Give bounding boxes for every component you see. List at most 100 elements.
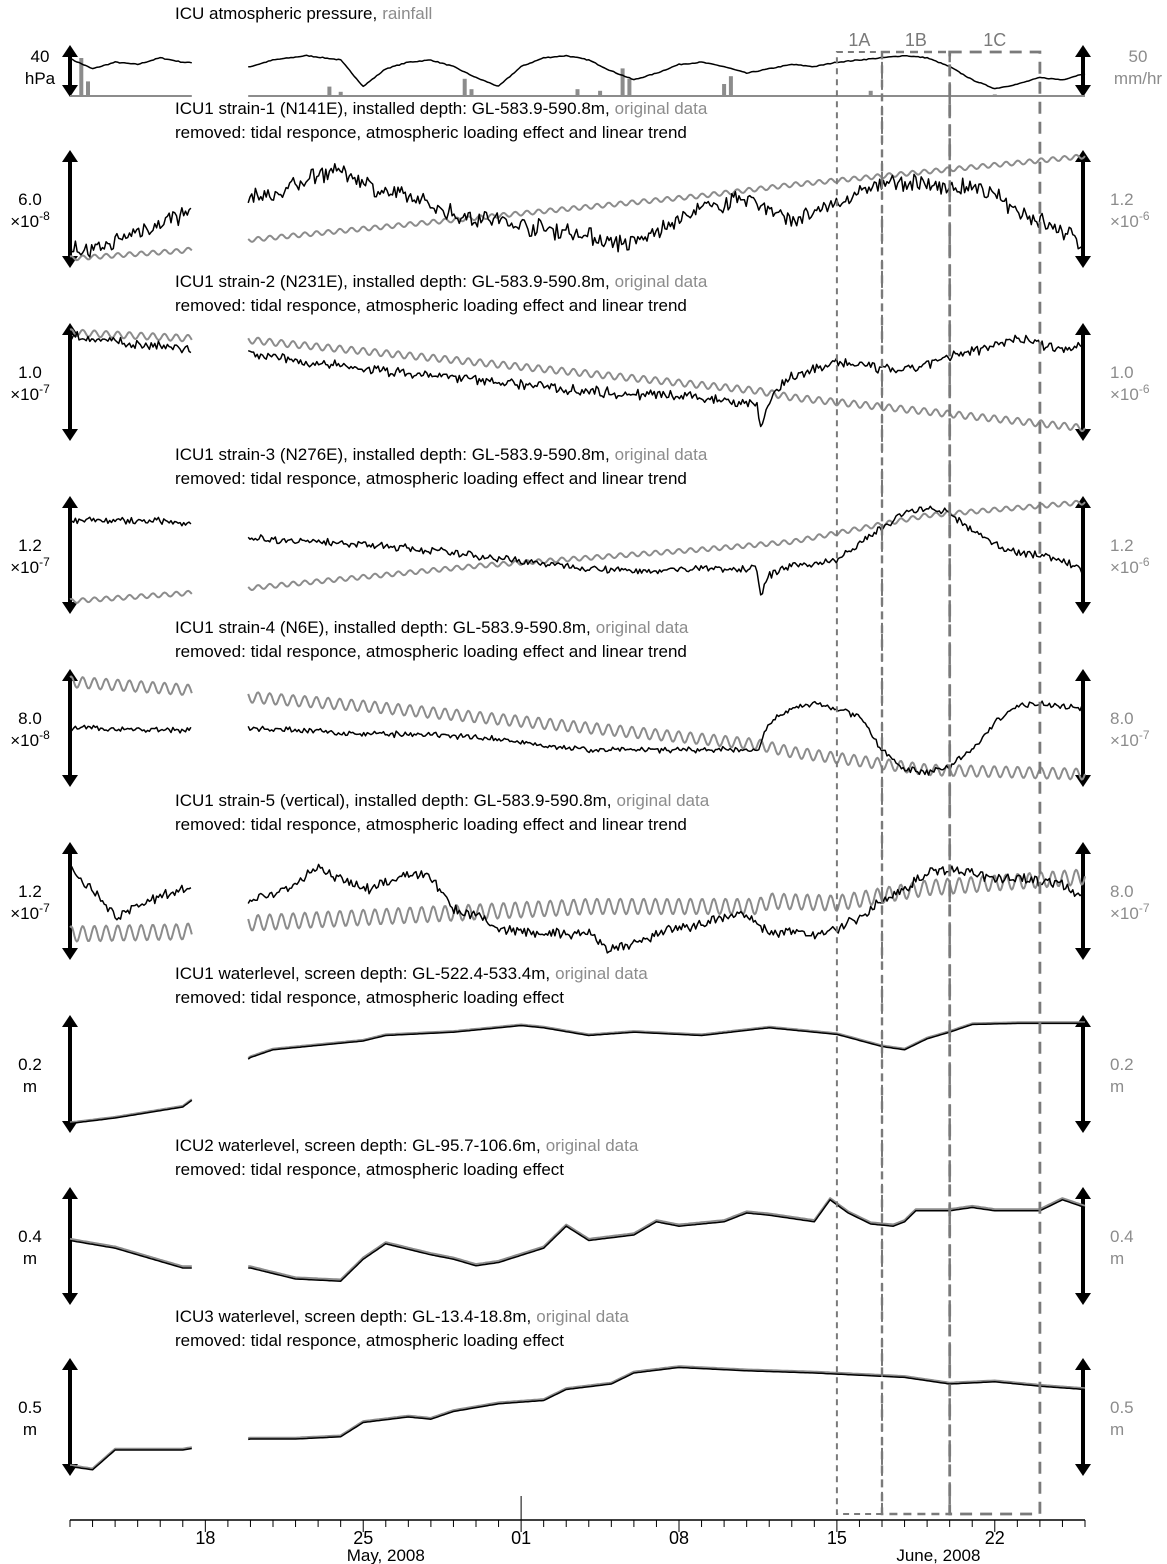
- scale-value-right: 1.2: [1110, 536, 1134, 555]
- month-label-june: June, 2008: [896, 1546, 980, 1564]
- scale-unit-left: hPa: [25, 69, 56, 88]
- scale-arrow-right: [1075, 1015, 1091, 1133]
- scale-arrow-right: [1075, 1187, 1091, 1305]
- panel-strain-2: ICU1 strain-2 (N231E), installed depth: …: [175, 272, 708, 291]
- panel-title-original: original data: [596, 618, 689, 637]
- series-line-original: [248, 1197, 1086, 1281]
- scale-unit-left: m: [23, 1077, 37, 1096]
- window-box-1B: [880, 50, 951, 1516]
- scale-multiplier: ×10: [1110, 904, 1139, 923]
- series-line-processed: [248, 1199, 1086, 1282]
- scale-arrow-right-head-top: [1075, 842, 1091, 854]
- scale-exponent: -7: [39, 382, 50, 396]
- scale-arrow-left-head-bottom: [62, 429, 78, 441]
- panel-title-main: ICU1 strain-3 (N276E), installed depth: …: [175, 445, 610, 464]
- panel-title-main: ICU1 strain-5 (vertical), installed dept…: [175, 791, 612, 810]
- scale-exponent: -7: [39, 901, 50, 915]
- panel-title-main: ICU1 strain-2 (N231E), installed depth: …: [175, 272, 610, 291]
- scale-arrow-right: [1075, 496, 1091, 614]
- scale-arrow-right-head-top: [1075, 150, 1091, 162]
- scale-arrow-left: [62, 842, 78, 960]
- scale-value-left: 1.2: [18, 882, 42, 901]
- panel-subtitle: removed: tidal responce, atmospheric loa…: [175, 642, 687, 661]
- scale-arrow-left-head-top: [62, 842, 78, 854]
- scale-unit-right: m: [1110, 1420, 1124, 1439]
- scale-arrow-right-head-bottom: [1075, 256, 1091, 268]
- series-line-processed: [247, 163, 1085, 254]
- panel-icu1-waterlevel: ICU1 waterlevel, screen depth: GL-522.4-…: [175, 964, 648, 983]
- scale-multiplier: ×10: [10, 212, 39, 231]
- series-line-original: [69, 246, 193, 262]
- scale-arrow-right-head-top: [1075, 669, 1091, 681]
- scale-arrow-left-head-top: [62, 1187, 78, 1199]
- panel-strain-3: ICU1 strain-3 (N276E), installed depth: …: [175, 445, 708, 464]
- series-line-processed: [69, 56, 192, 70]
- scale-value-right: 8.0: [1110, 882, 1134, 901]
- series-line-processed: [248, 1366, 1086, 1441]
- scale-exponent: -8: [39, 728, 50, 742]
- panel-strain-4: ICU1 strain-4 (N6E), installed depth: GL…: [175, 618, 689, 637]
- scale-unit-right: ×10-7: [1110, 901, 1150, 923]
- x-tick-label: 22: [985, 1528, 1005, 1548]
- scale-arrow-right-head-bottom: [1075, 1121, 1091, 1133]
- scale-multiplier: ×10: [10, 731, 39, 750]
- x-tick-label: 15: [827, 1528, 847, 1548]
- scale-value-right: 50: [1129, 47, 1148, 66]
- series-line-original: [69, 1098, 193, 1124]
- scale-arrow-right: [1075, 669, 1091, 787]
- scale-arrow-right: [1075, 323, 1091, 441]
- x-tick-label: 01: [511, 1528, 531, 1548]
- panel-title: ICU1 strain-5 (vertical), installed dept…: [175, 791, 710, 810]
- panel-title-original: original data: [615, 272, 708, 291]
- scale-arrow-left-head-bottom: [62, 1293, 78, 1305]
- series-line-processed: [69, 1239, 192, 1269]
- scale-arrow-right: [1075, 1358, 1091, 1476]
- panel-title-original: original data: [615, 445, 708, 464]
- scale-arrow-right-head-top: [1075, 1358, 1091, 1370]
- scale-arrow-right-head-bottom: [1075, 429, 1091, 441]
- series-line-processed: [69, 866, 192, 921]
- series-line-processed: [69, 207, 192, 258]
- panel-title-original: original data: [536, 1307, 629, 1326]
- scale-arrow-right-head-bottom: [1075, 602, 1091, 614]
- panel-subtitle: removed: tidal responce, atmospheric loa…: [175, 815, 687, 834]
- scale-exponent: -8: [39, 209, 50, 223]
- panel-title-original: rainfall: [382, 4, 432, 23]
- rain-bar: [575, 89, 580, 97]
- x-tick-label: 08: [669, 1528, 689, 1548]
- scale-multiplier: ×10: [10, 904, 39, 923]
- scale-arrow-left-head-bottom: [62, 948, 78, 960]
- scale-arrow-right-head-bottom: [1075, 1293, 1091, 1305]
- panel-subtitle: removed: tidal responce, atmospheric loa…: [175, 123, 687, 142]
- scale-value-right: 0.2: [1110, 1055, 1134, 1074]
- series-line-original: [247, 868, 1086, 932]
- series-line-processed: [247, 863, 1085, 954]
- panel-title-main: ICU atmospheric pressure,: [175, 4, 377, 23]
- scale-arrow-right-head-top: [1075, 496, 1091, 508]
- scale-arrow-right: [1075, 150, 1091, 268]
- panel-title-main: ICU1 strain-4 (N6E), installed depth: GL…: [175, 618, 591, 637]
- scale-multiplier: ×10: [10, 385, 39, 404]
- series-line-processed: [69, 330, 192, 354]
- rain-bar: [469, 89, 474, 97]
- rain-bar: [868, 90, 873, 97]
- scale-multiplier: ×10: [1110, 731, 1139, 750]
- scale-value-left: 0.5: [18, 1398, 42, 1417]
- scale-arrow-left-head-bottom: [62, 775, 78, 787]
- series-line-original: [247, 153, 1086, 243]
- scale-arrow-left: [62, 1015, 78, 1133]
- scale-value-left: 0.4: [18, 1227, 42, 1246]
- scale-arrow-right-head-bottom: [1075, 1464, 1091, 1476]
- scale-multiplier: ×10: [1110, 558, 1139, 577]
- scale-arrow-right-head-top: [1075, 1187, 1091, 1199]
- series-line-original: [69, 675, 193, 696]
- x-tick-label: 18: [195, 1528, 215, 1548]
- series-line-processed: [248, 54, 1086, 90]
- scale-arrow-left: [62, 150, 78, 268]
- scale-value-right: 0.4: [1110, 1227, 1134, 1246]
- series-line-original: [69, 1237, 192, 1268]
- scale-value-left: 8.0: [18, 709, 42, 728]
- scale-value-left: 0.2: [18, 1055, 42, 1074]
- scale-unit-right: mm/hr: [1114, 69, 1163, 88]
